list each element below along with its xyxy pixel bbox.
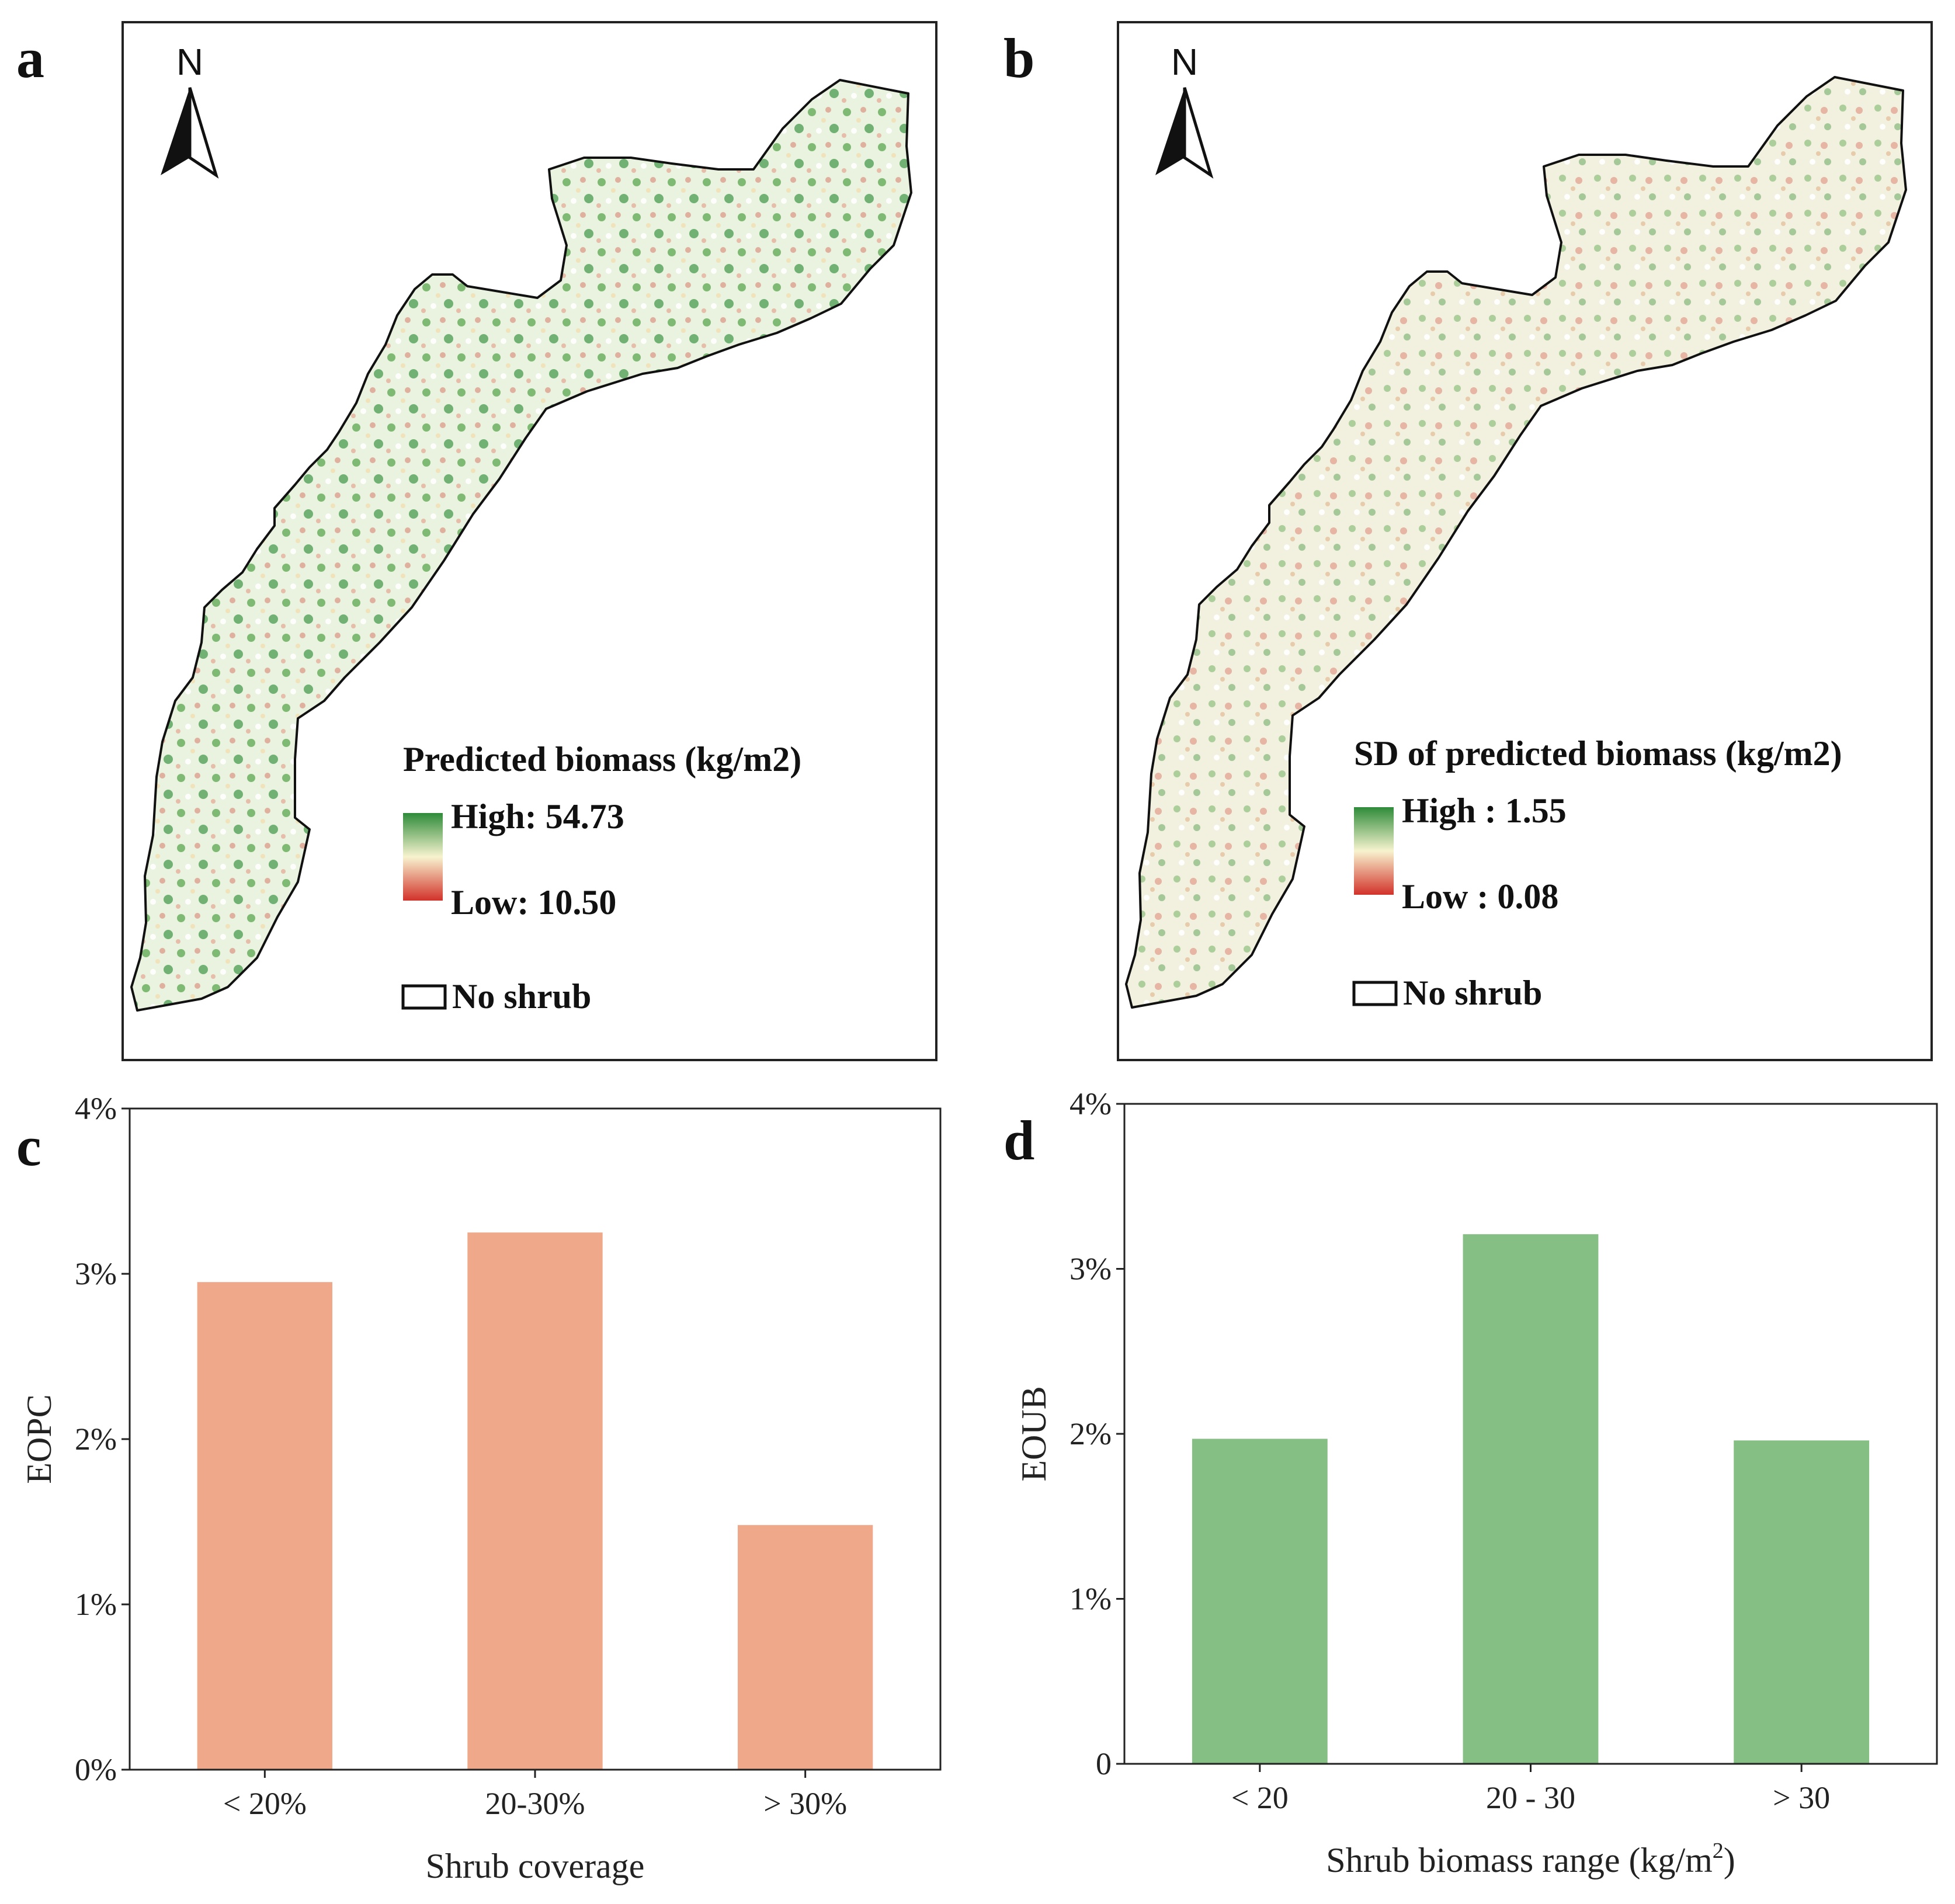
y-tick-label: 2% bbox=[75, 1422, 117, 1457]
legend-a-no-shrub: No shrub bbox=[452, 977, 591, 1016]
y-axis-label: EOUB bbox=[1015, 1386, 1053, 1481]
y-axis-label: EOPC bbox=[20, 1394, 58, 1483]
x-tick-label: 20 - 30 bbox=[1486, 1780, 1575, 1815]
bar-d-1 bbox=[1463, 1234, 1599, 1764]
legend-b-color-ramp bbox=[1354, 807, 1394, 895]
legend-b-no-shrub: No shrub bbox=[1403, 974, 1542, 1012]
panel-d-label: d bbox=[1003, 1109, 1034, 1172]
x-tick-label: < 20 bbox=[1231, 1780, 1289, 1815]
north-arrow-icon: N bbox=[1155, 41, 1214, 179]
legend-a-no-shrub-swatch bbox=[401, 984, 447, 1010]
panel-d: d 0 1% 2% 3% 4% < 20 20 - 30 > 30 EOUB Shrub biom… bbox=[1003, 1086, 1938, 1879]
panel-b-label: b bbox=[1003, 27, 1034, 89]
map-a-frame bbox=[121, 21, 937, 1061]
north-arrow-label: N bbox=[1171, 41, 1198, 83]
panel-c-label: c bbox=[16, 1115, 41, 1177]
y-tick-label: 4% bbox=[75, 1091, 117, 1126]
x-tick-label: > 30% bbox=[763, 1786, 847, 1821]
x-axis-label-main: Shrub coverage bbox=[426, 1847, 645, 1885]
panel-b: b N SD of predicted biomass (kg/m2) High… bbox=[1003, 21, 1933, 1061]
north-arrow-icon: N bbox=[161, 41, 219, 179]
legend-a-title: Predicted biomass (kg/m2) bbox=[403, 740, 801, 779]
bar-d-0 bbox=[1192, 1439, 1328, 1764]
bar-c-1 bbox=[467, 1232, 603, 1770]
x-tick-label: 20-30% bbox=[485, 1786, 585, 1821]
y-tick-label: 4% bbox=[1069, 1086, 1112, 1121]
legend-b-no-shrub-swatch bbox=[1352, 981, 1398, 1006]
study-area-map-a bbox=[130, 79, 912, 1012]
x-axis-label-sup: 2 bbox=[1713, 1839, 1724, 1863]
panel-a-label: a bbox=[16, 27, 44, 89]
bar-chart-c: 0% 1% 2% 3% 4% < 20% 20-30% > 30% EOPC Shrub cove… bbox=[20, 1091, 942, 1885]
y-tick-label: 1% bbox=[1069, 1582, 1112, 1617]
map-b-frame bbox=[1117, 21, 1933, 1061]
x-axis-label-end: ) bbox=[1724, 1841, 1735, 1879]
bar-chart-d: 0 1% 2% 3% 4% < 20 20 - 30 > 30 EOUB Shrub biomas… bbox=[1015, 1086, 1938, 1879]
panel-c: c 0% 1% 2% 3% 4% < 20% 20-30% > 30% EOPC Shrub co… bbox=[16, 1091, 942, 1885]
y-tick-label: 3% bbox=[75, 1256, 117, 1291]
legend-a-low: Low: 10.50 bbox=[451, 883, 616, 922]
x-axis-label-main: Shrub biomass range (kg/m bbox=[1326, 1841, 1713, 1879]
legend-b-title: SD of predicted biomass (kg/m2) bbox=[1354, 734, 1842, 773]
bar-c-2 bbox=[738, 1525, 873, 1770]
legend-a-color-ramp bbox=[403, 813, 443, 901]
x-tick-label: < 20% bbox=[223, 1786, 307, 1821]
y-tick-label: 0% bbox=[75, 1752, 117, 1787]
x-axis-label: Shrub coverage bbox=[426, 1847, 645, 1885]
legend-b-high: High : 1.55 bbox=[1402, 791, 1567, 830]
bar-d-2 bbox=[1734, 1440, 1870, 1764]
y-tick-label: 3% bbox=[1069, 1252, 1112, 1287]
north-arrow-label: N bbox=[176, 41, 203, 83]
y-tick-label: 2% bbox=[1069, 1416, 1112, 1451]
study-area-map-b bbox=[1125, 76, 1907, 1009]
x-axis-label: Shrub biomass range (kg/m2) bbox=[1326, 1839, 1735, 1879]
legend-a-high: High: 54.73 bbox=[451, 797, 624, 836]
panel-a: a N Predicted biomass (kg/m2) High: 54.7… bbox=[16, 21, 937, 1061]
x-tick-label: > 30 bbox=[1773, 1780, 1830, 1815]
legend-b-low: Low : 0.08 bbox=[1402, 877, 1558, 916]
y-tick-label: 0 bbox=[1096, 1746, 1112, 1781]
bar-c-0 bbox=[197, 1282, 332, 1770]
y-tick-label: 1% bbox=[75, 1587, 117, 1622]
